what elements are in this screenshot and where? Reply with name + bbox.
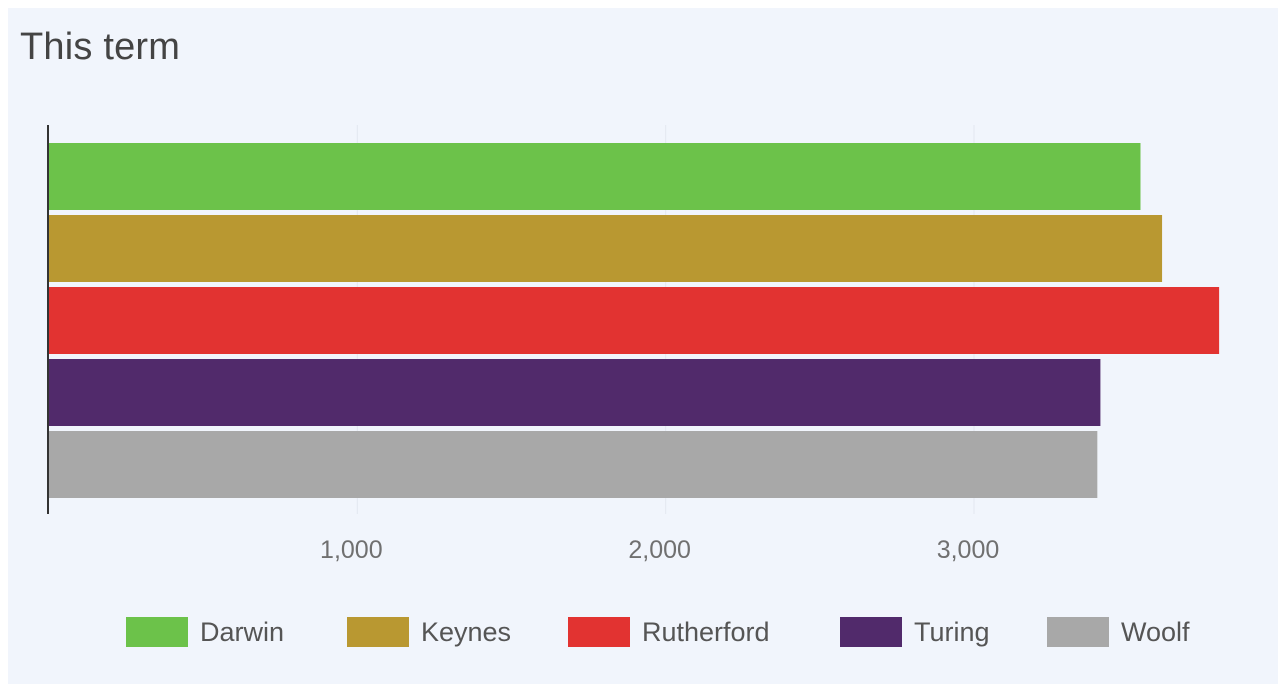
x-axis-tick-labels: 1,000 2,000 3,000	[320, 536, 999, 564]
x-tick-label: 2,000	[628, 536, 691, 564]
bar-keynes[interactable]	[49, 215, 1163, 282]
legend-label-turing[interactable]: Turing	[914, 617, 990, 647]
x-tick-label: 3,000	[937, 536, 1000, 564]
bar-darwin[interactable]	[49, 143, 1141, 210]
legend: Darwin Keynes Rutherford Turing Woolf	[126, 617, 1190, 647]
chart-title: This term	[20, 26, 181, 68]
legend-swatch-turing	[840, 617, 902, 647]
bar-woolf[interactable]	[49, 431, 1098, 498]
legend-swatch-rutherford	[568, 617, 630, 647]
legend-swatch-woolf	[1047, 617, 1109, 647]
legend-swatch-keynes	[347, 617, 409, 647]
legend-label-rutherford[interactable]: Rutherford	[642, 617, 770, 647]
bar-turing[interactable]	[49, 359, 1101, 426]
x-tick-label: 1,000	[320, 536, 383, 564]
bar-rutherford[interactable]	[49, 287, 1220, 354]
legend-label-woolf[interactable]: Woolf	[1121, 617, 1190, 647]
bars	[49, 143, 1220, 498]
legend-label-darwin[interactable]: Darwin	[200, 617, 284, 647]
legend-swatch-darwin	[126, 617, 188, 647]
legend-label-keynes[interactable]: Keynes	[421, 617, 511, 647]
